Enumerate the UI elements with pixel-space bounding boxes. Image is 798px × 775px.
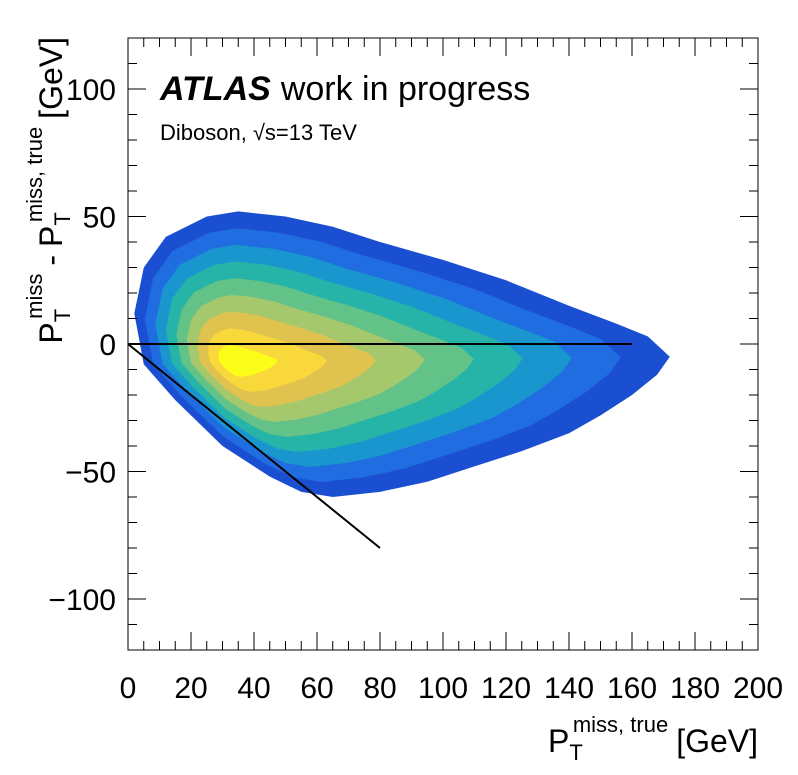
x-title-sup: miss, true (573, 712, 668, 737)
x-axis-title: PTmiss, true [GeV] (548, 712, 758, 765)
atlas-logo-text: ATLAS (159, 70, 271, 108)
y-axis-title: PTmiss-PTmiss, true[GeV] (22, 37, 75, 344)
y-title-sup-b: miss, true (22, 127, 47, 222)
y-tick-label: 0 (99, 329, 116, 362)
y-tick-label: 50 (83, 202, 116, 235)
x-tick-label: 180 (670, 672, 720, 705)
x-tick-label: 160 (607, 672, 657, 705)
y-tick-label: −100 (48, 584, 116, 617)
x-tick-label: 80 (363, 672, 396, 705)
heatmap (134, 211, 670, 497)
energy-sqrt: √s (253, 120, 276, 145)
atlas-label: ATLAS work in progress (159, 70, 530, 108)
heatmap-contour-8 (218, 345, 278, 377)
axis-ticks: 0 20 40 60 80 100 120 140 160 180 200 −100 −50 0 50 100 (48, 37, 783, 705)
x-tick-label: 20 (174, 672, 207, 705)
x-tick-label: 120 (481, 672, 531, 705)
y-tick-label: −50 (65, 457, 116, 490)
x-tick-label: 60 (300, 672, 333, 705)
x-tick-label: 100 (418, 672, 468, 705)
reference-lines (128, 343, 632, 549)
y-title-sub-b: T (50, 212, 75, 225)
sample-label: Diboson, √s=13 TeV (160, 120, 357, 145)
x-title-sub: T (569, 740, 582, 765)
atlas-status-text: work in progress (280, 70, 530, 108)
energy-value: =13 TeV (276, 120, 357, 145)
reference-line-1 (128, 343, 381, 549)
y-tick-label: 100 (66, 74, 116, 107)
sample-name: Diboson, (160, 120, 247, 145)
x-title-main: P (548, 723, 569, 759)
y-title-unit: [GeV] (33, 37, 69, 119)
y-title-minus: - (33, 255, 69, 266)
y-title-sup-a: miss (22, 274, 47, 319)
x-tick-label: 140 (544, 672, 594, 705)
y-title-main-a: P (33, 322, 69, 343)
y-title-sub-a: T (50, 309, 75, 322)
y-title-main-b: P (33, 226, 69, 247)
x-tick-label: 40 (237, 672, 270, 705)
x-tick-label: 0 (120, 672, 137, 705)
x-title-unit: [GeV] (676, 723, 758, 759)
x-tick-label: 200 (733, 672, 783, 705)
